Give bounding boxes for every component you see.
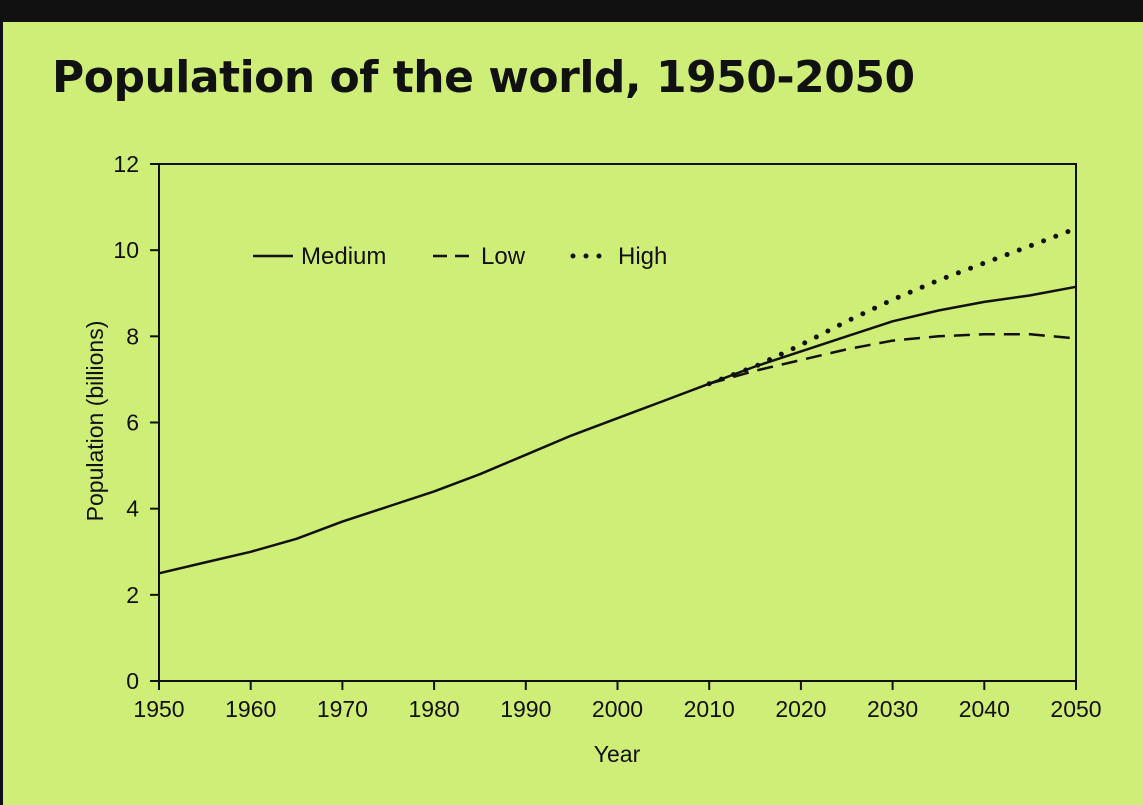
axes-layer xyxy=(158,163,1077,682)
x-tick-label: 1970 xyxy=(317,696,368,722)
x-tick-label: 2010 xyxy=(684,696,735,722)
chart-title: Population of the world, 1950-2050 xyxy=(52,52,915,103)
x-tick-label: 2000 xyxy=(592,696,643,722)
x-tick-label: 1950 xyxy=(133,696,184,722)
y-axis-label: Population (billions) xyxy=(82,321,108,522)
series-layer xyxy=(158,226,1079,575)
legend-label-medium: Medium xyxy=(301,243,386,270)
x-tick-label: 1980 xyxy=(409,696,460,722)
x-tick-label: 2050 xyxy=(1050,696,1101,722)
legend: Medium Low High xyxy=(253,243,667,270)
y-tick-label: 2 xyxy=(126,582,139,608)
y-tick-label: 0 xyxy=(126,668,139,694)
y-tick-label: 4 xyxy=(126,496,139,522)
y-tick-label: 6 xyxy=(126,410,139,436)
plot-frame xyxy=(158,163,1077,682)
y-tick-label: 10 xyxy=(113,237,139,263)
x-tick-label: 1960 xyxy=(225,696,276,722)
legend-label-low: Low xyxy=(481,243,526,270)
x-tick-label: 2020 xyxy=(775,696,826,722)
top-border-bar xyxy=(0,0,1143,22)
series-line-low xyxy=(708,332,1077,385)
x-tick-label: 2030 xyxy=(867,696,918,722)
left-border-edge xyxy=(0,22,3,805)
ticks-layer: 1950 1960 1970 1980 1990 2000 2010 2020 2030 2040… xyxy=(113,151,1101,722)
series-line-medium xyxy=(158,285,1077,575)
x-tick-label: 1990 xyxy=(500,696,551,722)
y-tick-label: 12 xyxy=(113,151,139,177)
legend-label-high: High xyxy=(618,243,667,270)
y-tick-label: 8 xyxy=(126,323,139,349)
x-tick-label: 2040 xyxy=(959,696,1010,722)
series-line-high xyxy=(706,226,1079,387)
x-axis-label: Year xyxy=(594,741,641,767)
